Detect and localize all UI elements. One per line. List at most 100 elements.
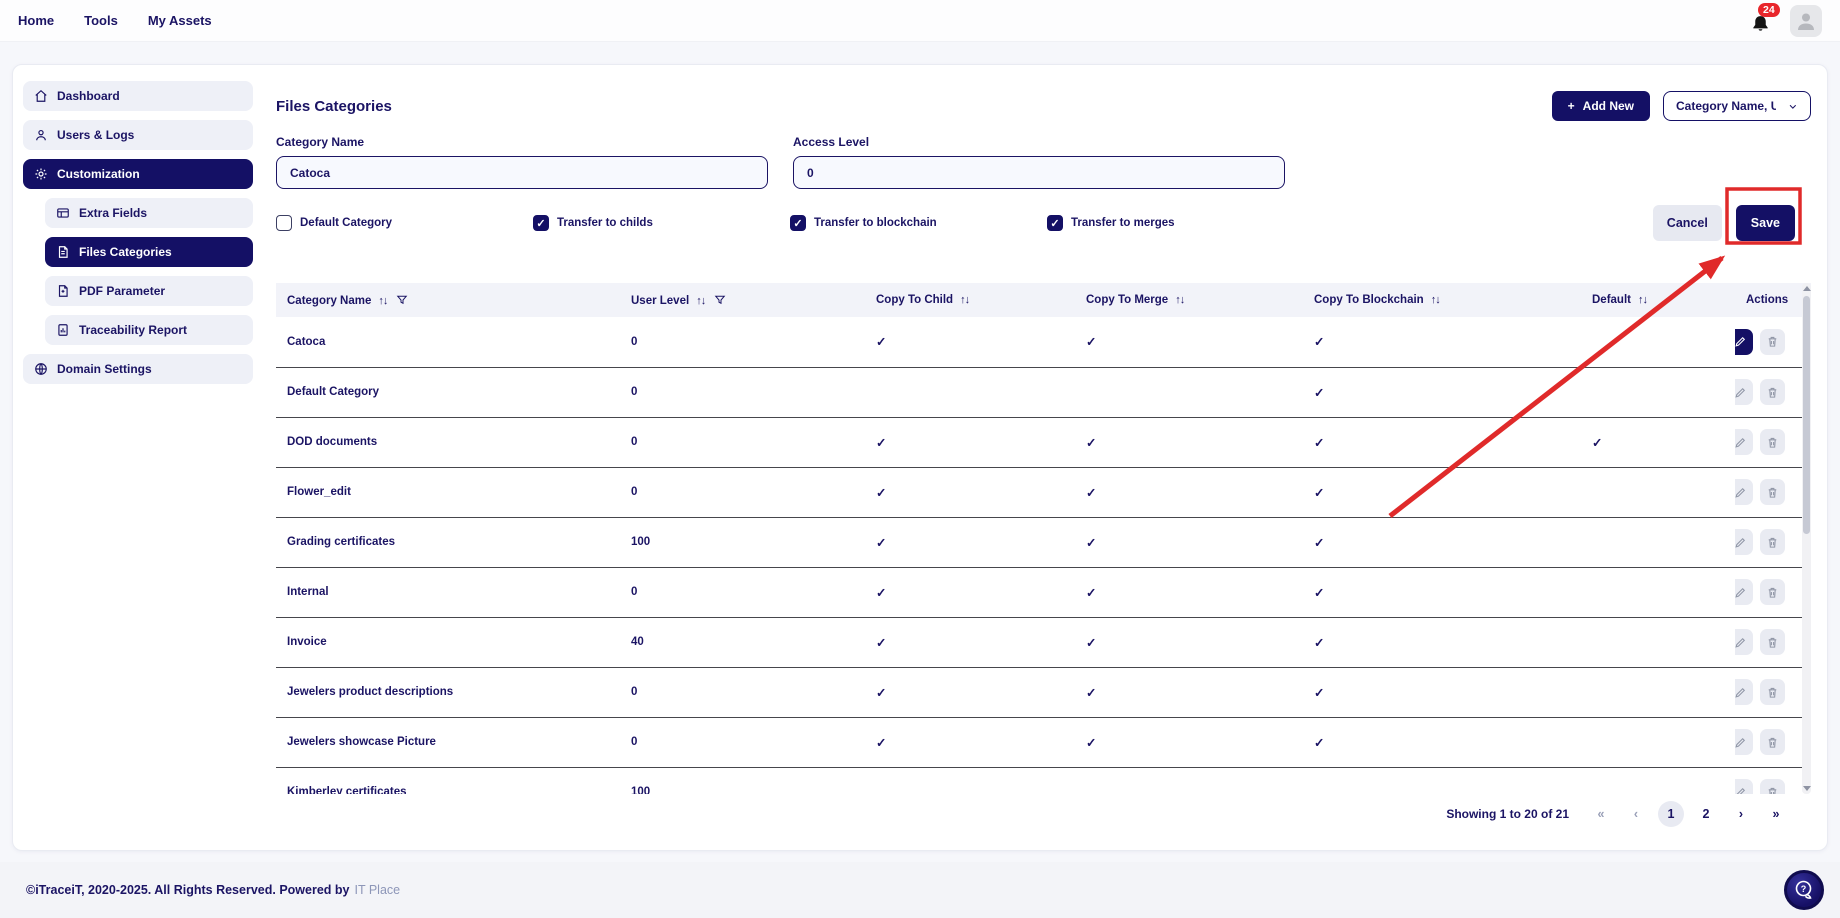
cell-copy-merge xyxy=(1075,367,1303,418)
cell-default xyxy=(1581,467,1735,518)
pagination-last[interactable]: » xyxy=(1772,807,1780,821)
edit-button[interactable] xyxy=(1735,629,1753,655)
trash-icon xyxy=(1768,537,1777,548)
edit-button[interactable] xyxy=(1735,479,1753,505)
report-icon xyxy=(58,324,68,336)
pagination-page-1[interactable]: 1 xyxy=(1658,801,1684,827)
footer: ©iTraceiT, 2020-2025. All Rights Reserve… xyxy=(0,862,1840,918)
sidebar-item-pdf-parameter[interactable]: PDF Parameter xyxy=(45,276,253,306)
col-copy-to-child[interactable]: Copy To Child ↑↓ xyxy=(865,283,1075,317)
sort-icon[interactable]: ↑↓ xyxy=(378,294,388,307)
pagination-prev[interactable]: ‹ xyxy=(1633,807,1639,821)
cell-user-level: 100 xyxy=(620,767,865,794)
col-copy-to-blockchain[interactable]: Copy To Blockchain ↑↓ xyxy=(1303,283,1581,317)
delete-button[interactable] xyxy=(1760,429,1785,455)
sort-icon[interactable]: ↑↓ xyxy=(1430,294,1441,306)
brand-link[interactable]: IT Place xyxy=(354,883,401,897)
col-user-level[interactable]: User Level ↑↓ xyxy=(620,283,865,317)
col-copy-to-merge[interactable]: Copy To Merge ↑↓ xyxy=(1075,283,1303,317)
checkbox-box-checked[interactable]: ✓ xyxy=(1047,215,1063,231)
nav-my-assets[interactable]: My Assets xyxy=(147,13,212,28)
category-name-input[interactable] xyxy=(276,156,768,189)
sort-icon[interactable]: ↑↓ xyxy=(696,294,706,307)
save-button[interactable]: Save xyxy=(1735,205,1795,241)
delete-button[interactable] xyxy=(1760,579,1785,605)
cell-category-name: Default Category xyxy=(276,367,620,418)
cell-copy-merge: ✓ xyxy=(1075,417,1303,468)
sidebar-item-users-logs[interactable]: Users & Logs xyxy=(23,120,253,150)
access-level-input[interactable] xyxy=(793,156,1285,189)
cell-default xyxy=(1581,767,1735,794)
sort-icon[interactable]: ↑↓ xyxy=(1175,294,1185,306)
delete-button[interactable] xyxy=(1760,779,1785,794)
checkbox-default-category[interactable]: Default Category xyxy=(276,215,533,231)
cell-copy-child: ✓ xyxy=(865,717,1075,768)
cell-category-name: DOD documents xyxy=(276,417,620,468)
sort-icon[interactable]: ↑↓ xyxy=(960,294,970,306)
delete-button[interactable] xyxy=(1760,379,1785,405)
filter-icon[interactable] xyxy=(714,294,726,306)
cancel-button[interactable]: Cancel xyxy=(1652,205,1722,241)
col-category-name[interactable]: Category Name ↑↓ xyxy=(276,283,620,317)
svg-text:?: ? xyxy=(1801,884,1807,894)
cell-copy-merge: ✓ xyxy=(1075,317,1303,368)
filter-icon[interactable] xyxy=(396,294,408,306)
user-avatar[interactable] xyxy=(1790,4,1822,37)
trash-icon xyxy=(1768,387,1777,398)
checkbox-box-checked[interactable]: ✓ xyxy=(533,215,549,231)
nav-tools[interactable]: Tools xyxy=(84,13,118,28)
globe-icon xyxy=(35,363,47,375)
checkbox-box-checked[interactable]: ✓ xyxy=(790,215,806,231)
col-default[interactable]: Default ↑↓ xyxy=(1581,283,1735,317)
cell-category-name: Jewelers showcase Picture xyxy=(276,717,620,768)
pagination-page-2[interactable]: 2 xyxy=(1702,807,1710,821)
checkbox-box-unchecked[interactable] xyxy=(276,215,292,231)
delete-button[interactable] xyxy=(1760,328,1785,355)
edit-button[interactable] xyxy=(1735,729,1753,755)
sidebar-item-extra-fields[interactable]: Extra Fields xyxy=(45,198,253,228)
delete-button[interactable] xyxy=(1760,629,1785,655)
table-row: Grading certificates 100 ✓ ✓ ✓ xyxy=(276,517,1811,568)
cell-default: ✓ xyxy=(1581,417,1735,468)
nav-home[interactable]: Home xyxy=(18,13,55,28)
cell-default xyxy=(1581,567,1735,618)
sort-dropdown[interactable]: Category Name, User ... xyxy=(1663,91,1811,121)
add-new-button[interactable]: + Add New xyxy=(1551,91,1650,121)
sort-icon[interactable]: ↑↓ xyxy=(1637,294,1648,306)
edit-button[interactable] xyxy=(1735,429,1753,455)
edit-button[interactable] xyxy=(1735,579,1753,605)
scroll-up-arrow-icon[interactable] xyxy=(1802,286,1811,291)
checkbox-transfer-to-blockchain[interactable]: ✓ Transfer to blockchain xyxy=(790,215,1047,231)
edit-button[interactable] xyxy=(1735,379,1753,405)
pencil-icon xyxy=(1735,637,1746,648)
edit-button[interactable] xyxy=(1735,328,1753,355)
scrollbar-thumb[interactable] xyxy=(1803,296,1810,534)
sidebar-item-domain-settings[interactable]: Domain Settings xyxy=(23,354,253,384)
sidebar-item-traceability-report[interactable]: Traceability Report xyxy=(45,315,253,345)
files-categories-table: Category Name ↑↓ User Level ↑↓ Copy To Chi… xyxy=(276,283,1811,794)
pagination-first[interactable]: « xyxy=(1597,807,1605,821)
delete-button[interactable] xyxy=(1760,679,1785,705)
sidebar-item-dashboard[interactable]: Dashboard xyxy=(23,81,253,111)
trash-icon xyxy=(1768,337,1777,347)
delete-button[interactable] xyxy=(1760,729,1785,755)
table-scrollbar[interactable] xyxy=(1802,283,1811,794)
scroll-down-arrow-icon[interactable] xyxy=(1802,786,1811,791)
edit-button[interactable] xyxy=(1735,529,1753,555)
notifications-button[interactable]: 24 xyxy=(1750,2,1780,35)
edit-button[interactable] xyxy=(1735,679,1753,705)
sidebar-item-label: Traceability Report xyxy=(79,323,188,337)
edit-button[interactable] xyxy=(1735,779,1753,794)
help-button[interactable]: ? xyxy=(1784,870,1824,910)
checkbox-transfer-to-merges[interactable]: ✓ Transfer to merges xyxy=(1047,215,1304,231)
checkbox-transfer-to-childs[interactable]: ✓ Transfer to childs xyxy=(533,215,790,231)
delete-button[interactable] xyxy=(1760,479,1785,505)
cell-copy-blockchain: ✓ xyxy=(1303,617,1581,668)
table-row-clipped: Kimberley certificates 100 xyxy=(276,767,1811,794)
sidebar-item-files-categories[interactable]: Files Categories xyxy=(45,237,253,267)
pagination-next[interactable]: › xyxy=(1738,807,1744,821)
bell-icon xyxy=(1753,15,1768,31)
trash-icon xyxy=(1768,487,1777,498)
sidebar-item-customization[interactable]: Customization xyxy=(23,159,253,189)
delete-button[interactable] xyxy=(1760,529,1785,555)
